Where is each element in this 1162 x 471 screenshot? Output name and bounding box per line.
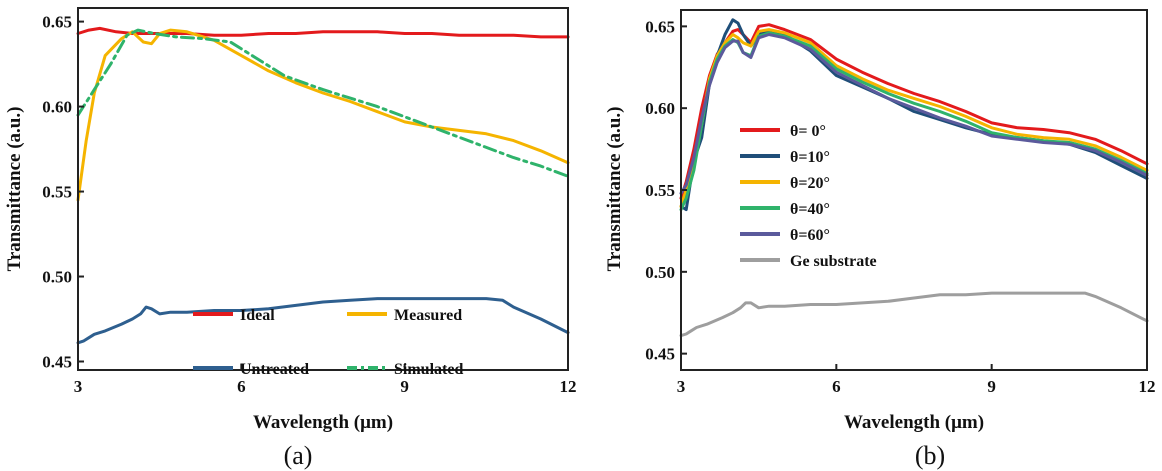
panel-b-plot-frame xyxy=(680,9,1148,371)
panel-a-ticks-layer: 3 6 9 12 0.45 0.50 0.55 0.60 0.65 xyxy=(42,13,576,396)
panel-a-plot-frame xyxy=(77,7,569,371)
legend-label-ge-substrate: Ge substrate xyxy=(790,253,877,270)
panel-a-x-tick-label: 3 xyxy=(74,377,83,396)
panel-b-y-axis-title: Transmittance (a.u.) xyxy=(604,107,625,272)
panel-a-y-tick-label: 0.65 xyxy=(42,13,72,32)
panel-b-chart: 3 6 9 12 0.45 0.50 0.55 0.60 0.65 Wavelength (μm… xyxy=(604,9,1156,470)
panel-b-y-tick-label: 0.65 xyxy=(645,17,675,36)
panel-b-x-tick-label: 3 xyxy=(677,377,686,396)
legend-label-ideal: Ideal xyxy=(240,307,275,324)
panel-a-y-tick-label: 0.55 xyxy=(42,183,72,202)
panel-a-caption: (a) xyxy=(284,441,313,470)
panel-b-x-tick-label: 12 xyxy=(1139,377,1156,396)
panel-a-series-line-untreated xyxy=(76,297,570,345)
panel-b-series-line-ge-substrate xyxy=(679,291,1149,338)
panel-b-y-tick-label: 0.50 xyxy=(645,263,675,282)
panel-b-series-line-theta-60 xyxy=(679,33,1149,195)
panel-a-x-tick-label: 9 xyxy=(400,377,409,396)
panel-b-y-tick-label: 0.60 xyxy=(645,99,675,118)
legend-label-theta-0: θ= 0° xyxy=(790,123,826,140)
legend-label-theta-40: θ=40° xyxy=(790,201,830,218)
panel-a-x-tick-label: 6 xyxy=(237,377,246,396)
panel-a-series-layer xyxy=(76,26,570,345)
legend-label-simulated: Simulated xyxy=(394,361,463,378)
panel-b-ticks-layer: 3 6 9 12 0.45 0.50 0.55 0.60 0.65 xyxy=(645,17,1155,396)
panel-a-series-line-ideal xyxy=(76,26,570,39)
legend-label-measured: Measured xyxy=(394,307,462,324)
panel-b-y-tick-label: 0.55 xyxy=(645,181,675,200)
panel-a-series-line-simulated xyxy=(76,28,570,178)
panel-a-y-tick-label: 0.60 xyxy=(42,98,72,117)
panel-b-x-axis-title: Wavelength (μm) xyxy=(844,412,984,433)
panel-a-y-axis-title: Transmittance (a.u.) xyxy=(4,107,25,272)
panel-a-y-tick-label: 0.45 xyxy=(42,353,72,372)
panel-a-legend: Ideal Untreated Measured Simulated xyxy=(193,307,463,378)
panel-b-series-layer xyxy=(679,18,1149,338)
panel-a-x-axis-title: Wavelength (μm) xyxy=(253,412,393,433)
panel-a-series-line-measured xyxy=(76,28,570,202)
panel-a-x-tick-label: 12 xyxy=(560,377,577,396)
legend-label-theta-10: θ=10° xyxy=(790,149,830,166)
panel-b-y-tick-label: 0.45 xyxy=(645,345,675,364)
panel-a-chart: 3 6 9 12 0.45 0.50 0.55 0.60 0.65 Wavelength (μm… xyxy=(4,7,577,470)
legend-label-theta-60: θ=60° xyxy=(790,227,830,244)
panel-b-caption: (b) xyxy=(915,441,945,470)
panel-a-y-tick-label: 0.50 xyxy=(42,268,72,287)
legend-label-theta-20: θ=20° xyxy=(790,175,830,192)
legend-label-untreated: Untreated xyxy=(240,361,309,378)
panel-b-x-tick-label: 9 xyxy=(987,377,996,396)
panel-b-legend: θ= 0° θ=10° θ=20° θ=40° θ=60° Ge substra… xyxy=(740,123,877,270)
panel-b-x-tick-label: 6 xyxy=(832,377,841,396)
